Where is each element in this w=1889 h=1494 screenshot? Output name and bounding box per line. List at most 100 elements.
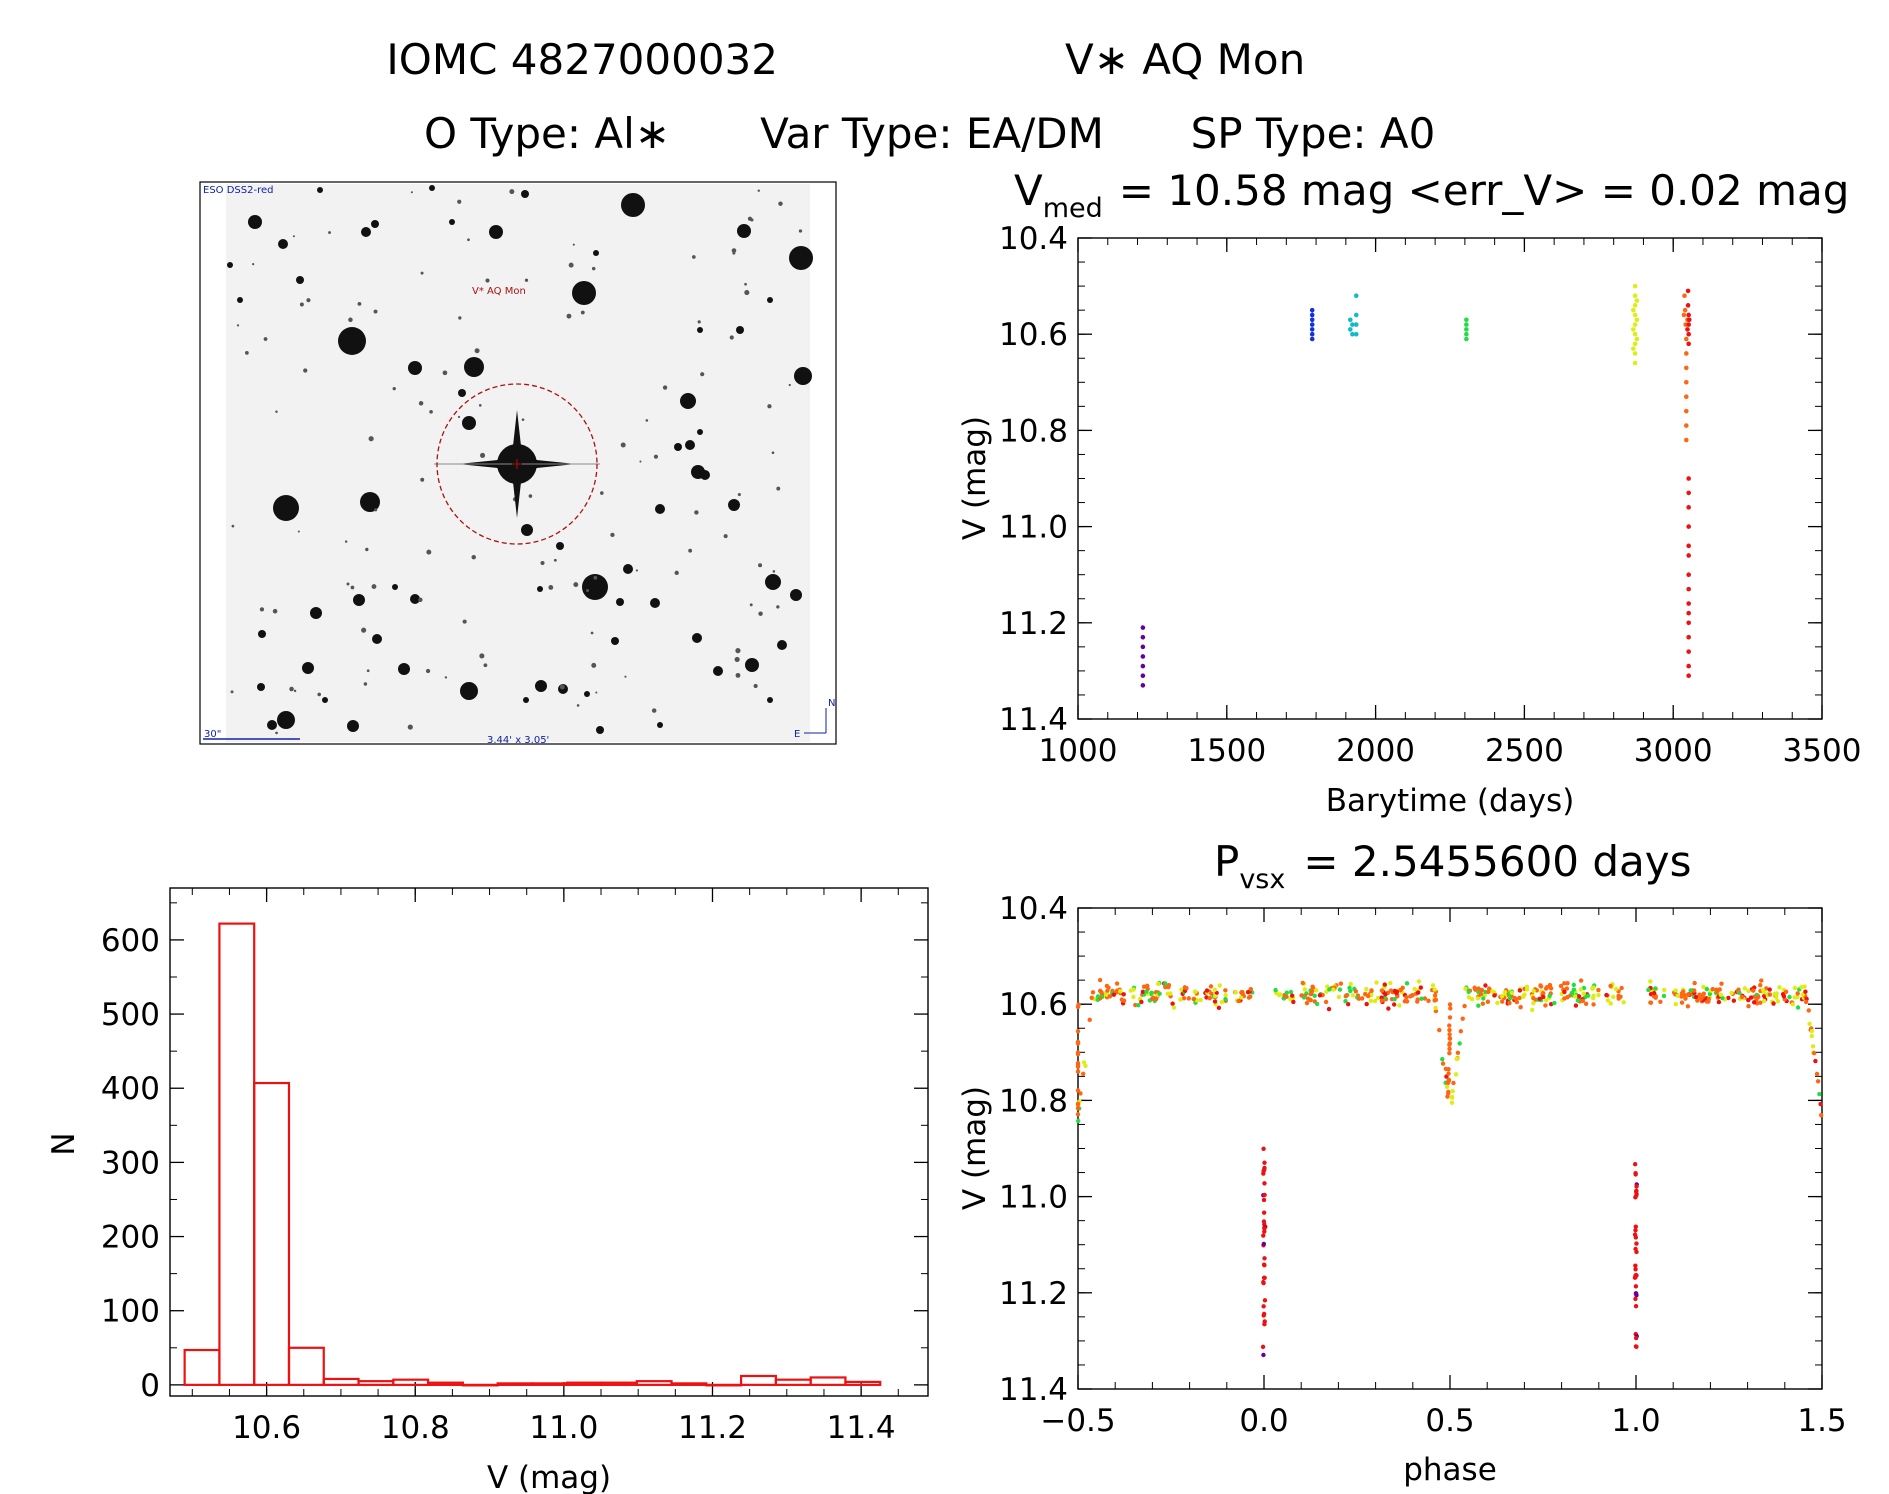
phased-point xyxy=(1807,1021,1812,1026)
phased-point xyxy=(1344,993,1349,998)
phased-secondary-point xyxy=(1075,1028,1081,1034)
phased-point xyxy=(1685,1004,1691,1009)
lightcurve-point xyxy=(1634,298,1640,303)
sky-star xyxy=(296,276,304,284)
histogram-bar xyxy=(844,1380,882,1386)
lightcurve-point xyxy=(1685,327,1690,332)
phased-point xyxy=(1097,977,1103,983)
sky-star-faint xyxy=(363,682,368,686)
phased-eclipse-point xyxy=(1633,1195,1638,1200)
phased-eclipse-point xyxy=(1261,1219,1267,1224)
phased-point xyxy=(1571,982,1577,988)
sky-star-faint xyxy=(252,262,255,266)
phased-point xyxy=(1596,987,1601,993)
phased-point xyxy=(1087,1017,1092,1023)
phased-point xyxy=(1410,993,1415,998)
sky-star-faint xyxy=(368,436,374,442)
sky-star xyxy=(623,564,633,574)
lightcurve-point xyxy=(1683,336,1689,342)
phased-point xyxy=(1136,1002,1141,1008)
phased-point xyxy=(1564,986,1570,991)
phased-point xyxy=(1186,996,1191,1001)
phased-eclipse-point xyxy=(1260,1344,1266,1350)
sky-star xyxy=(616,598,624,606)
sky-star-faint xyxy=(361,627,367,633)
phased-point xyxy=(1157,991,1162,996)
phased-eclipse-point xyxy=(1632,1162,1638,1167)
phased-point xyxy=(1512,995,1517,1001)
phased-eclipse-point xyxy=(1261,1233,1266,1238)
histogram-bar xyxy=(670,1382,708,1386)
lightcurve-point xyxy=(1686,524,1691,529)
sky-star-faint xyxy=(297,530,300,533)
phased-point xyxy=(1457,1041,1462,1046)
phased-point xyxy=(1475,996,1481,1001)
phased-eclipse-point xyxy=(1633,1335,1639,1341)
phased-point xyxy=(1571,987,1577,992)
lightcurve-ytick-label: 11.4 xyxy=(999,702,1068,738)
lightcurve-point xyxy=(1350,322,1355,327)
phased-point xyxy=(1398,987,1403,993)
phased-point xyxy=(1460,1016,1465,1021)
sky-star-faint xyxy=(524,278,529,282)
sky-star xyxy=(257,683,265,691)
lightcurve-point xyxy=(1632,283,1638,289)
sky-star-faint xyxy=(700,372,705,377)
histogram-bar xyxy=(566,1381,604,1386)
phased-point xyxy=(1578,987,1583,992)
phased-point xyxy=(1207,995,1212,1001)
sky-star xyxy=(789,246,813,270)
sky-star-faint xyxy=(767,404,772,409)
lightcurve-xtick-label: 1000 xyxy=(1039,733,1118,769)
sky-star-faint xyxy=(371,584,377,589)
phased-point xyxy=(1767,987,1772,992)
lightcurve-point xyxy=(1464,336,1469,342)
sky-star xyxy=(322,697,328,703)
phased-point xyxy=(1524,984,1530,990)
phased-point xyxy=(1455,1050,1461,1056)
phased-point xyxy=(1095,994,1101,999)
sky-star-faint xyxy=(275,731,278,735)
lightcurve-point xyxy=(1686,572,1691,577)
phased-point xyxy=(1481,996,1486,1001)
phased-ytick-label: 11.2 xyxy=(999,1276,1068,1312)
lightcurve-point xyxy=(1634,336,1640,342)
phased-point xyxy=(1404,999,1410,1004)
lightcurve-point xyxy=(1464,331,1469,337)
sky-star-faint xyxy=(674,570,679,576)
sky-star-faint xyxy=(365,547,369,552)
sky-star-faint xyxy=(263,337,268,341)
lightcurve-point xyxy=(1686,673,1691,679)
lightcurve-point xyxy=(1682,293,1687,299)
histogram-bar xyxy=(600,1381,638,1386)
lightcurve-point xyxy=(1353,293,1359,299)
histogram-ylabel: N xyxy=(46,1132,82,1155)
lightcurve-point xyxy=(1632,312,1638,318)
sky-star-faint xyxy=(236,324,240,327)
histogram-bar xyxy=(392,1378,430,1386)
phased-point xyxy=(1450,1088,1455,1094)
phased-point xyxy=(1688,988,1693,993)
lightcurve-points xyxy=(1140,283,1692,688)
phased-point xyxy=(1604,992,1609,998)
sky-star-faint xyxy=(772,570,776,573)
sky-star xyxy=(582,574,608,600)
phased-secondary-point xyxy=(1075,1064,1081,1069)
sky-star xyxy=(338,327,366,355)
phased-point xyxy=(1558,983,1564,989)
phased-point xyxy=(1759,978,1764,983)
lightcurve-point xyxy=(1309,331,1315,337)
sky-star xyxy=(713,666,723,676)
sky-star-faint xyxy=(697,320,701,324)
phased-point xyxy=(1605,998,1611,1003)
phased-point xyxy=(1415,990,1421,995)
sky-star xyxy=(777,640,787,650)
sky-star-faint xyxy=(292,235,295,238)
phased-point xyxy=(1212,994,1218,999)
phased-point xyxy=(1356,996,1362,1001)
histogram-bar xyxy=(635,1380,673,1386)
sky-star xyxy=(258,630,266,638)
phased-point xyxy=(1288,989,1294,995)
lightcurve-point xyxy=(1686,476,1691,481)
